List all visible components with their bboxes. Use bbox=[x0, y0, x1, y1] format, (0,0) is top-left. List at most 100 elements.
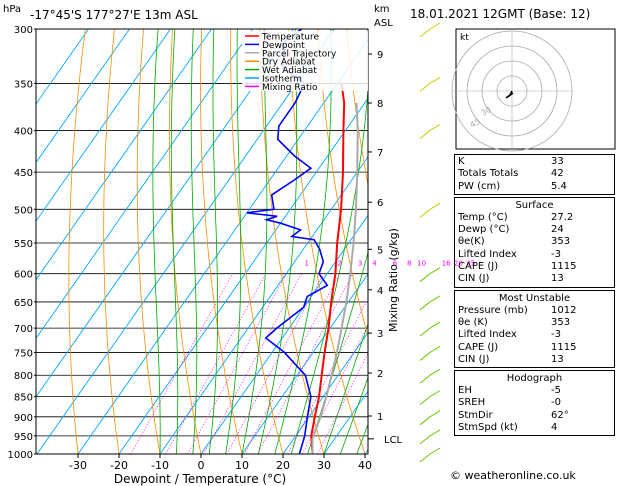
index-row: K 33 bbox=[458, 156, 611, 168]
most-unstable-row: Pressure (mb) 1012 bbox=[458, 305, 611, 317]
index-label: K bbox=[458, 156, 465, 167]
axes: 3003504004505005506006507007508008509009… bbox=[8, 25, 476, 472]
dry-adiabat bbox=[136, 29, 161, 454]
pressure-tick-label: 950 bbox=[14, 432, 33, 443]
isotherm-line bbox=[282, 331, 368, 454]
wet-adiabat bbox=[274, 29, 332, 454]
mixing-ratio-label: 6 bbox=[393, 260, 398, 268]
wind-barb bbox=[419, 130, 431, 139]
hpa-label: hPa bbox=[3, 4, 21, 15]
most-unstable-label: Pressure (mb) bbox=[458, 304, 528, 316]
mixing-ratio-label: 10 bbox=[417, 260, 426, 268]
pressure-tick-label: 600 bbox=[14, 270, 33, 281]
surface-row: CAPE (J) 1115 bbox=[458, 261, 611, 273]
surface-label: CAPE (J) bbox=[458, 261, 499, 273]
hodograph-trace bbox=[505, 90, 514, 99]
wind-barb-feather bbox=[429, 267, 441, 275]
legend-background bbox=[242, 31, 368, 91]
mixing-ratio-label: 8 bbox=[407, 260, 411, 268]
mixing-ratio-line bbox=[203, 273, 302, 454]
temp-tick-label: 0 bbox=[198, 459, 205, 472]
surface-row: Dewp (°C) 24 bbox=[458, 224, 611, 236]
temp-tick-label: -30 bbox=[69, 459, 87, 472]
surface-row: CIN (J) 13 bbox=[458, 273, 611, 285]
isotherm-line bbox=[77, 38, 368, 454]
surface-row: Lifted Index -3 bbox=[458, 249, 611, 261]
wet-adiabat bbox=[258, 29, 298, 454]
credit: © weatheronline.co.uk bbox=[450, 469, 576, 482]
most-unstable-value: 1115 bbox=[551, 341, 577, 353]
location-title: -17°45'S 177°27'E 13m ASL bbox=[30, 8, 198, 22]
wind-barb-feather bbox=[429, 295, 441, 303]
km-tick-label: 1 bbox=[377, 412, 383, 423]
hodograph-stat-row: SREH -0 bbox=[458, 397, 611, 409]
km-tick-label: 5 bbox=[377, 245, 383, 256]
wind-barb bbox=[419, 301, 431, 311]
profile-series bbox=[246, 29, 359, 454]
surface-title: Surface bbox=[515, 199, 554, 211]
dry-adiabat bbox=[103, 29, 120, 454]
most-unstable-value: 13 bbox=[551, 353, 564, 365]
series-temperature bbox=[310, 83, 346, 454]
hodograph-frame bbox=[455, 28, 616, 150]
mixing-ratio-line bbox=[287, 297, 368, 454]
wet-adiabat bbox=[190, 29, 198, 454]
index-value: 5.4 bbox=[551, 180, 567, 192]
most-unstable-label: θe (K) bbox=[458, 316, 488, 328]
index-row: PW (cm) 5.4 bbox=[458, 181, 611, 193]
wind-barb-feather bbox=[429, 390, 441, 398]
pressure-tick-label: 400 bbox=[14, 127, 33, 138]
wind-barb bbox=[419, 83, 431, 92]
mixing-ratio-axis-title: Mixing Ratio (g/kg) bbox=[387, 228, 400, 332]
km-tick-label: 9 bbox=[377, 50, 383, 61]
km-label: km bbox=[374, 4, 390, 15]
wind-barb bbox=[419, 28, 431, 38]
hodograph-stat-value: 62° bbox=[551, 409, 569, 421]
wind-barb bbox=[419, 435, 431, 445]
dry-adiabat bbox=[346, 29, 368, 187]
hodograph-stat-row: StmSpd (kt) 4 bbox=[458, 422, 611, 434]
isotherm-line bbox=[36, 29, 171, 222]
index-label: Totals Totals bbox=[458, 168, 519, 180]
legend-label: Isotherm bbox=[262, 75, 302, 85]
wind-barb-feather bbox=[429, 202, 441, 210]
wind-barb-feather bbox=[429, 429, 441, 437]
surface-label: Lifted Index bbox=[458, 248, 517, 260]
legend-label: Temperature bbox=[261, 33, 319, 43]
index-value: 42 bbox=[551, 168, 564, 180]
km-tick-label: 7 bbox=[377, 148, 383, 159]
wind-barb-feather bbox=[429, 410, 441, 418]
most-unstable-value: 353 bbox=[551, 316, 571, 328]
wet-adiabat bbox=[241, 29, 268, 454]
legend-label: Parcel Trajectory bbox=[262, 49, 337, 59]
asl-label: ASL bbox=[374, 18, 393, 29]
km-tick-label: 4 bbox=[377, 286, 383, 297]
mixing-ratio-line bbox=[226, 273, 324, 454]
mixing-ratio-line bbox=[165, 273, 267, 454]
isotherm-line bbox=[36, 29, 212, 281]
isotherm-line bbox=[241, 273, 368, 454]
mixing-ratio-label: 4 bbox=[372, 260, 377, 268]
mixing-ratio-line bbox=[187, 273, 287, 454]
isotherm-line bbox=[159, 156, 368, 454]
mixing-ratio-label: 16 bbox=[442, 260, 451, 268]
mixing-ratio-line bbox=[130, 273, 234, 454]
pressure-tick-label: 300 bbox=[14, 25, 33, 36]
most-unstable-label: CIN (J) bbox=[458, 353, 490, 365]
hodograph-kt-label: kt bbox=[460, 33, 469, 43]
hodograph-ring-label: 30 bbox=[480, 105, 493, 118]
plot-frame bbox=[35, 28, 369, 455]
surface-block: Surface Temp (°C) 27.2 Dewp (°C) 24 θe(K) 353… bbox=[454, 196, 615, 288]
pressure-tick-label: 850 bbox=[14, 393, 33, 404]
legend-label: Dry Adiabat bbox=[262, 58, 316, 68]
pressure-tick-label: 500 bbox=[14, 205, 33, 216]
indices-block: K 33 Totals Totals 42 PW (cm) 5.4 bbox=[454, 154, 615, 195]
lcl-label: LCL bbox=[384, 435, 403, 446]
series-parcel-trajectory bbox=[311, 102, 359, 454]
datetime: 18.01.2021 12GMT (Base: 12) bbox=[410, 7, 590, 21]
temp-tick-label: 10 bbox=[235, 459, 249, 472]
pressure-tick-label: 350 bbox=[14, 79, 33, 90]
mixing-ratio-line bbox=[302, 324, 368, 454]
legend-label: Mixing Ratio bbox=[262, 83, 318, 93]
